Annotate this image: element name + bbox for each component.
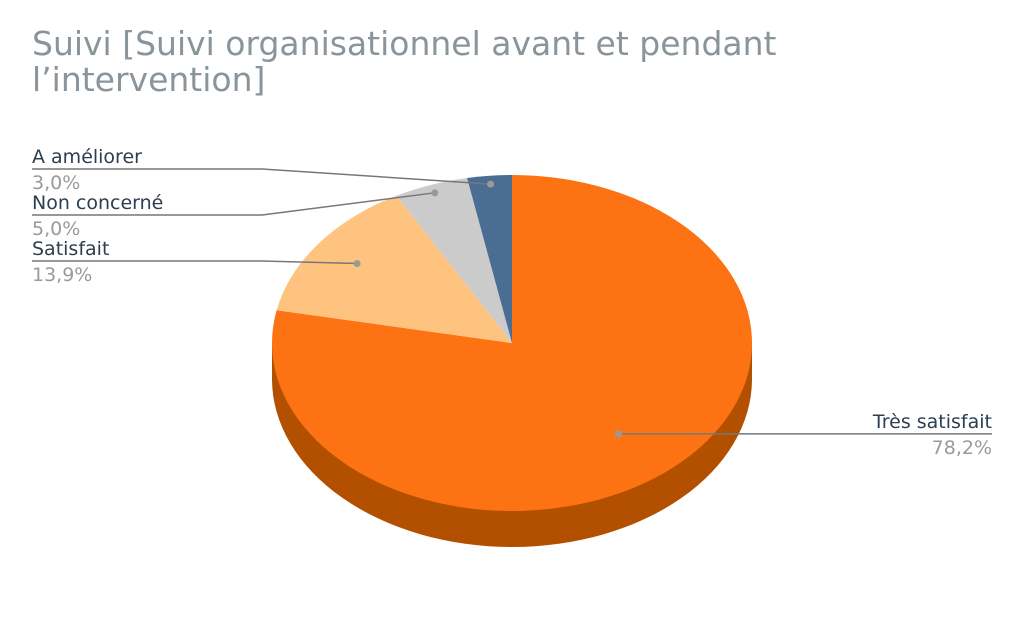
- data-label-0: Très satisfait 78,2%: [615, 411, 992, 459]
- slice-value: 5,0%: [32, 218, 80, 240]
- slice-label: A améliorer: [32, 146, 142, 168]
- data-label-2: Non concerné 5,0%: [32, 189, 439, 240]
- leader-dot: [487, 180, 495, 188]
- leader-dot: [353, 260, 361, 268]
- leader-dot: [615, 430, 623, 438]
- slice-label: Non concerné: [32, 192, 163, 214]
- data-label-3: A améliorer 3,0%: [32, 146, 495, 194]
- slice-value: 3,0%: [32, 172, 80, 194]
- slice-value: 13,9%: [32, 264, 92, 286]
- chart-title: Suivi [Suivi organisationnel avant et pe…: [32, 24, 777, 99]
- slice-value: 78,2%: [932, 437, 992, 459]
- leader-line: [32, 260, 358, 265]
- leader-dot: [431, 189, 439, 197]
- pie-slice-1: [276, 195, 512, 343]
- leader-line: [32, 192, 435, 216]
- pie-slice-3: [467, 175, 512, 343]
- data-label-1: Satisfait 13,9%: [32, 238, 361, 286]
- pie-slice-2: [396, 177, 512, 343]
- slice-label: Satisfait: [32, 238, 109, 260]
- leader-line: [32, 168, 491, 185]
- slice-label: Très satisfait: [872, 411, 992, 433]
